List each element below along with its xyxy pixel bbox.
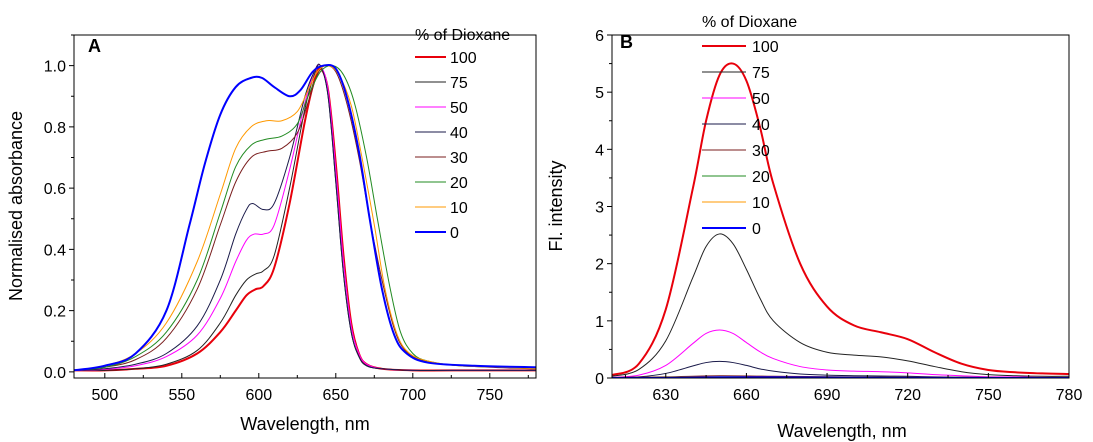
legend-label-40: 40 xyxy=(450,125,468,142)
series-line-10 xyxy=(74,65,536,371)
axes-frame xyxy=(73,34,537,379)
series-line-50 xyxy=(74,63,536,371)
x-tick-label: 690 xyxy=(814,387,841,404)
y-tick-label: 0.4 xyxy=(44,242,66,259)
series-line-50 xyxy=(612,329,1069,378)
legend-label-30: 30 xyxy=(752,143,770,160)
x-tick-label: 600 xyxy=(245,387,272,404)
series-line-0 xyxy=(74,64,536,372)
series-line-75 xyxy=(612,233,1069,377)
legend-label-10: 10 xyxy=(752,195,770,212)
y-axis-label: Fl. intensity xyxy=(546,160,566,251)
series-line-20 xyxy=(74,65,536,371)
legend-label-100: 100 xyxy=(450,50,477,67)
x-tick-label: 720 xyxy=(894,387,921,404)
legend-label-50: 50 xyxy=(450,100,468,117)
legend-label-30: 30 xyxy=(450,150,468,167)
x-tick-label: 750 xyxy=(975,387,1002,404)
x-tick-label: 700 xyxy=(399,387,426,404)
plot-area xyxy=(612,62,1069,378)
x-axis: 630 660 690 720 750 780 xyxy=(624,373,1083,404)
y-axis-label: Normalised absorbance xyxy=(6,111,26,301)
x-axis: 500 550 600 650 700 750 xyxy=(91,373,529,404)
panel-a: 500 550 600 650 700 750 0.00.20.40.60.81.0 A … xyxy=(6,27,537,434)
x-tick-label: 750 xyxy=(476,387,503,404)
legend-label-20: 20 xyxy=(450,175,468,192)
x-tick-label: 660 xyxy=(733,387,760,404)
y-tick-label: 1 xyxy=(595,314,604,331)
x-tick-label: 630 xyxy=(652,387,679,404)
series-line-100 xyxy=(612,62,1069,377)
y-tick-label: 0.0 xyxy=(44,365,66,382)
series-line-40 xyxy=(74,63,536,371)
y-tick-label: 6 xyxy=(595,28,604,45)
y-tick-label: 3 xyxy=(595,200,604,217)
y-tick-label: 4 xyxy=(595,142,604,159)
legend-label-10: 10 xyxy=(450,200,468,217)
y-axis: 0 1 2 3 4 5 6 xyxy=(595,28,612,388)
legend-label-50: 50 xyxy=(752,91,770,108)
x-tick-label: 500 xyxy=(91,387,118,404)
x-tick-label: 550 xyxy=(168,387,195,404)
legend-label-0: 0 xyxy=(450,225,459,242)
legend-title: % of Dioxane xyxy=(415,27,510,44)
y-tick-label: 0.8 xyxy=(44,120,66,137)
legend-title: % of Dioxane xyxy=(702,14,797,31)
plot-area xyxy=(74,63,536,372)
y-tick-label: 0.2 xyxy=(44,304,66,321)
panel-letter: B xyxy=(620,32,633,52)
legend-label-100: 100 xyxy=(752,39,779,56)
legend-label-75: 75 xyxy=(450,75,468,92)
y-tick-label: 0 xyxy=(595,371,604,388)
x-axis-label: Wavelength, nm xyxy=(240,414,369,434)
y-axis: 0.0 0.2 0.4 0.6 0.8 1.0 xyxy=(44,34,74,382)
x-axis-label: Wavelength, nm xyxy=(777,421,906,441)
x-tick-label: 650 xyxy=(322,387,349,404)
legend-label-75: 75 xyxy=(752,65,770,82)
y-tick-label: 5 xyxy=(595,85,604,102)
series-line-30 xyxy=(74,64,536,371)
y-tick-label: 0.6 xyxy=(44,181,66,198)
axes-frame xyxy=(611,34,1070,379)
x-tick-label: 780 xyxy=(1056,387,1083,404)
y-tick-label: 2 xyxy=(595,257,604,274)
y-tick-label: 1.0 xyxy=(44,59,66,76)
legend-label-40: 40 xyxy=(752,117,770,134)
panel-letter: A xyxy=(88,36,101,56)
legend-label-20: 20 xyxy=(752,169,770,186)
legend-label-0: 0 xyxy=(752,221,761,238)
